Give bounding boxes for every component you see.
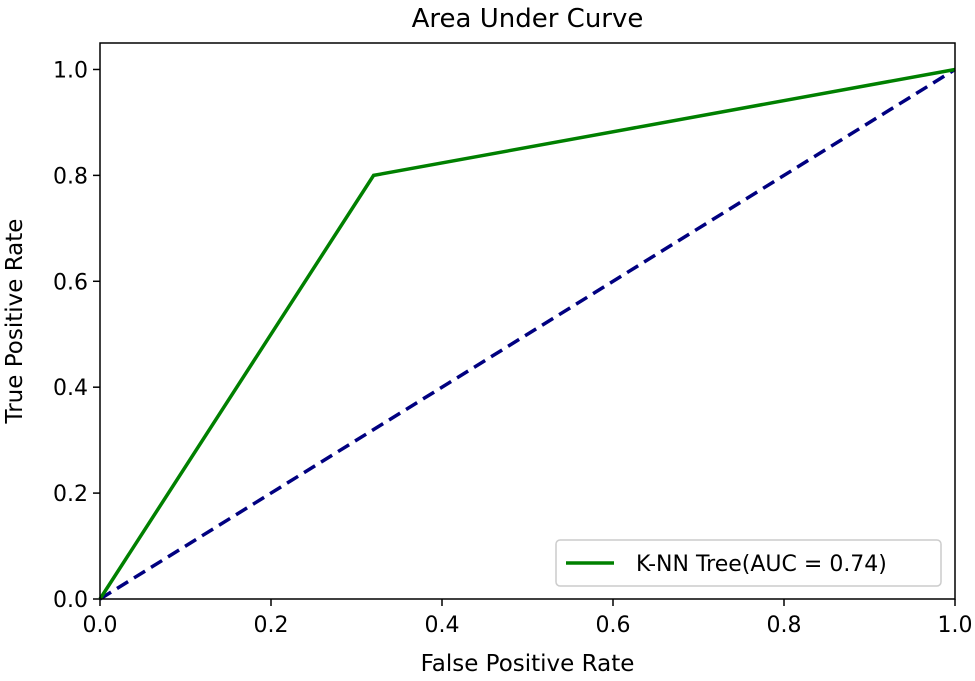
legend-entry-label: K-NN Tree(AUC = 0.74) — [636, 552, 887, 577]
chance-diagonal-line — [99, 67, 956, 601]
x-tick-label: 0.6 — [596, 613, 631, 638]
x-tick-label: 0.8 — [767, 613, 802, 638]
legend: K-NN Tree(AUC = 0.74) — [555, 539, 942, 587]
chart-title: Area Under Curve — [412, 4, 644, 34]
y-tick-label: 0.2 — [53, 482, 88, 507]
x-tick-label: 0.2 — [254, 613, 289, 638]
x-axis-label: False Positive Rate — [421, 651, 635, 677]
y-axis-label: True Positive Rate — [2, 219, 28, 425]
y-tick-label: 0.4 — [53, 376, 88, 401]
y-tick-label: 1.0 — [53, 58, 88, 83]
legend-box — [555, 539, 942, 587]
x-tick-label: 0.4 — [425, 613, 460, 638]
y-tick-label: 0.0 — [53, 588, 88, 613]
plot-frame — [99, 42, 956, 600]
y-tick-label: 0.6 — [53, 270, 88, 295]
x-tick-label: 0.0 — [83, 613, 118, 638]
x-tick-label: 1.0 — [938, 613, 973, 638]
roc-curve-line — [98, 67, 956, 600]
y-tick-label: 0.8 — [53, 164, 88, 189]
plot-area: 0.0 0.2 0.4 0.6 0.8 1.0 0.0 0.2 0.4 0.6 0.8 1.0 — [53, 42, 973, 638]
